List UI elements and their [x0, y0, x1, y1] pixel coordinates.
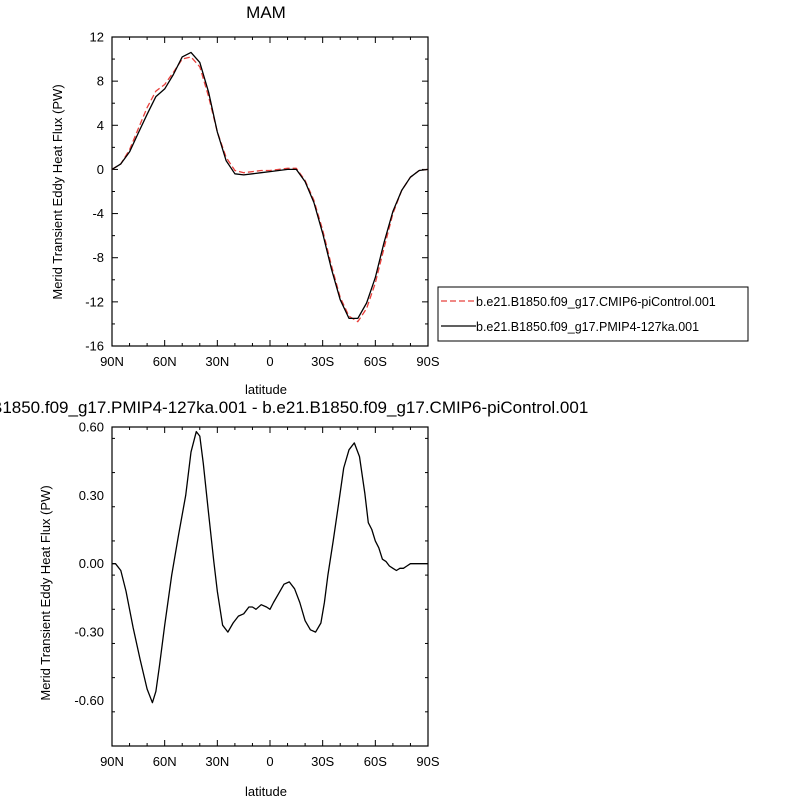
bottom-x-tick-label: 60S: [364, 754, 387, 769]
bottom-y-tick-label: -0.60: [74, 693, 104, 708]
top-x-tick-label: 60N: [153, 354, 177, 369]
top-x-tick-label: 30S: [311, 354, 334, 369]
legend-box: [437, 286, 749, 342]
top-plot-frame: [111, 36, 429, 347]
bottom-series-line-0: [112, 430, 428, 704]
top-y-tick-label: -16: [85, 339, 104, 354]
top-series-line-1: [111, 51, 429, 320]
top-y-tick-label: -12: [85, 294, 104, 309]
bottom-x-tick-label: 90S: [416, 754, 439, 769]
bottom-plot-frame: [111, 426, 429, 747]
legend-label-127ka: b.e21.B1850.f09_g17.PMIP4-127ka.001: [476, 320, 699, 334]
top-x-axis-label: latitude: [245, 382, 287, 397]
legend: b.e21.B1850.f09_g17.CMIP6-piControl.001 …: [437, 286, 749, 342]
top-y-axis-label: Merid Transient Eddy Heat Flux (PW): [50, 84, 65, 299]
bottom-axes: 90N 60N 30N 0 30S 60S 90S 0.60 0.30 0.00 -0.30 -0.6…: [74, 420, 440, 770]
top-y-tick-label: -8: [92, 250, 104, 265]
bottom-chart-title: b.e21.B1850.f09_g17.PMIP4-127ka.001 - b.…: [0, 398, 588, 417]
bottom-y-tick-label: -0.30: [74, 625, 104, 640]
bottom-series-lines: [112, 430, 428, 704]
top-axes: 90N 60N 30N 0 30S 60S 90S 12 8 4 0 -4 -8 -12 -16: [85, 30, 440, 370]
top-x-tick-label: 90N: [100, 354, 124, 369]
bottom-y-tick-label: 0.30: [79, 488, 104, 503]
top-series-lines: [111, 51, 429, 323]
bottom-y-tick-label: 0.00: [79, 556, 104, 571]
top-y-tick-label: 4: [97, 118, 104, 133]
top-y-tick-label: 12: [90, 30, 104, 45]
legend-label-picontrol: b.e21.B1850.f09_g17.CMIP6-piControl.001: [476, 295, 716, 309]
bottom-y-tick-label: 0.60: [79, 420, 104, 435]
top-x-tick-label: 0: [266, 354, 273, 369]
bottom-x-tick-label: 90N: [100, 754, 124, 769]
bottom-x-axis-label: latitude: [245, 784, 287, 799]
top-x-tick-label: 90S: [416, 354, 439, 369]
bottom-y-axis-label: Merid Transient Eddy Heat Flux (PW): [38, 485, 53, 700]
top-y-tick-label: -4: [92, 206, 104, 221]
top-x-tick-label: 60S: [364, 354, 387, 369]
top-series-line-0: [111, 56, 429, 323]
bottom-panel-difference: b.e21.B1850.f09_g17.PMIP4-127ka.001 - b.…: [0, 398, 588, 799]
top-chart-title: MAM: [246, 3, 286, 22]
bottom-x-tick-label: 0: [266, 754, 273, 769]
top-x-tick-label: 30N: [205, 354, 229, 369]
bottom-x-tick-label: 30N: [205, 754, 229, 769]
top-y-tick-label: 8: [97, 74, 104, 89]
bottom-x-tick-label: 60N: [153, 754, 177, 769]
top-y-tick-label: 0: [97, 162, 104, 177]
top-panel-mam: MAM Merid Transient Eddy Heat Flux (PW) …: [50, 3, 440, 397]
bottom-x-tick-label: 30S: [311, 754, 334, 769]
